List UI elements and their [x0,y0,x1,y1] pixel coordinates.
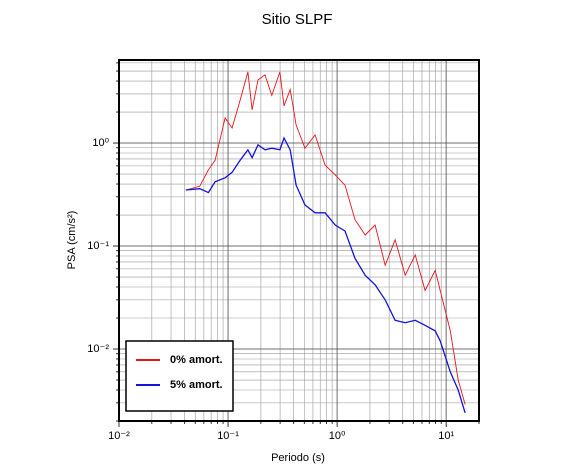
series-line [185,71,466,405]
plot-frame [118,59,480,422]
x-tick-label: 10⁻² [108,430,130,442]
legend-label: 0% amort. [170,354,223,366]
x-axis-label: Periodo (s) [271,452,325,464]
legend-box [125,340,234,412]
x-tick-label: 10¹ [438,430,454,442]
y-tick-label: 10⁰ [92,137,109,149]
y-axis-label: PSA (cm/s²) [66,211,78,270]
x-tick-label: 10⁰ [329,430,346,442]
series-line [185,136,466,413]
y-tick-label: 10⁻² [87,343,109,355]
y-tick-label: 10⁻¹ [87,240,109,252]
legend-label: 5% amort. [170,379,223,391]
x-tick-label: 10⁻¹ [217,430,239,442]
chart-title: Sitio SLPF [262,11,333,28]
